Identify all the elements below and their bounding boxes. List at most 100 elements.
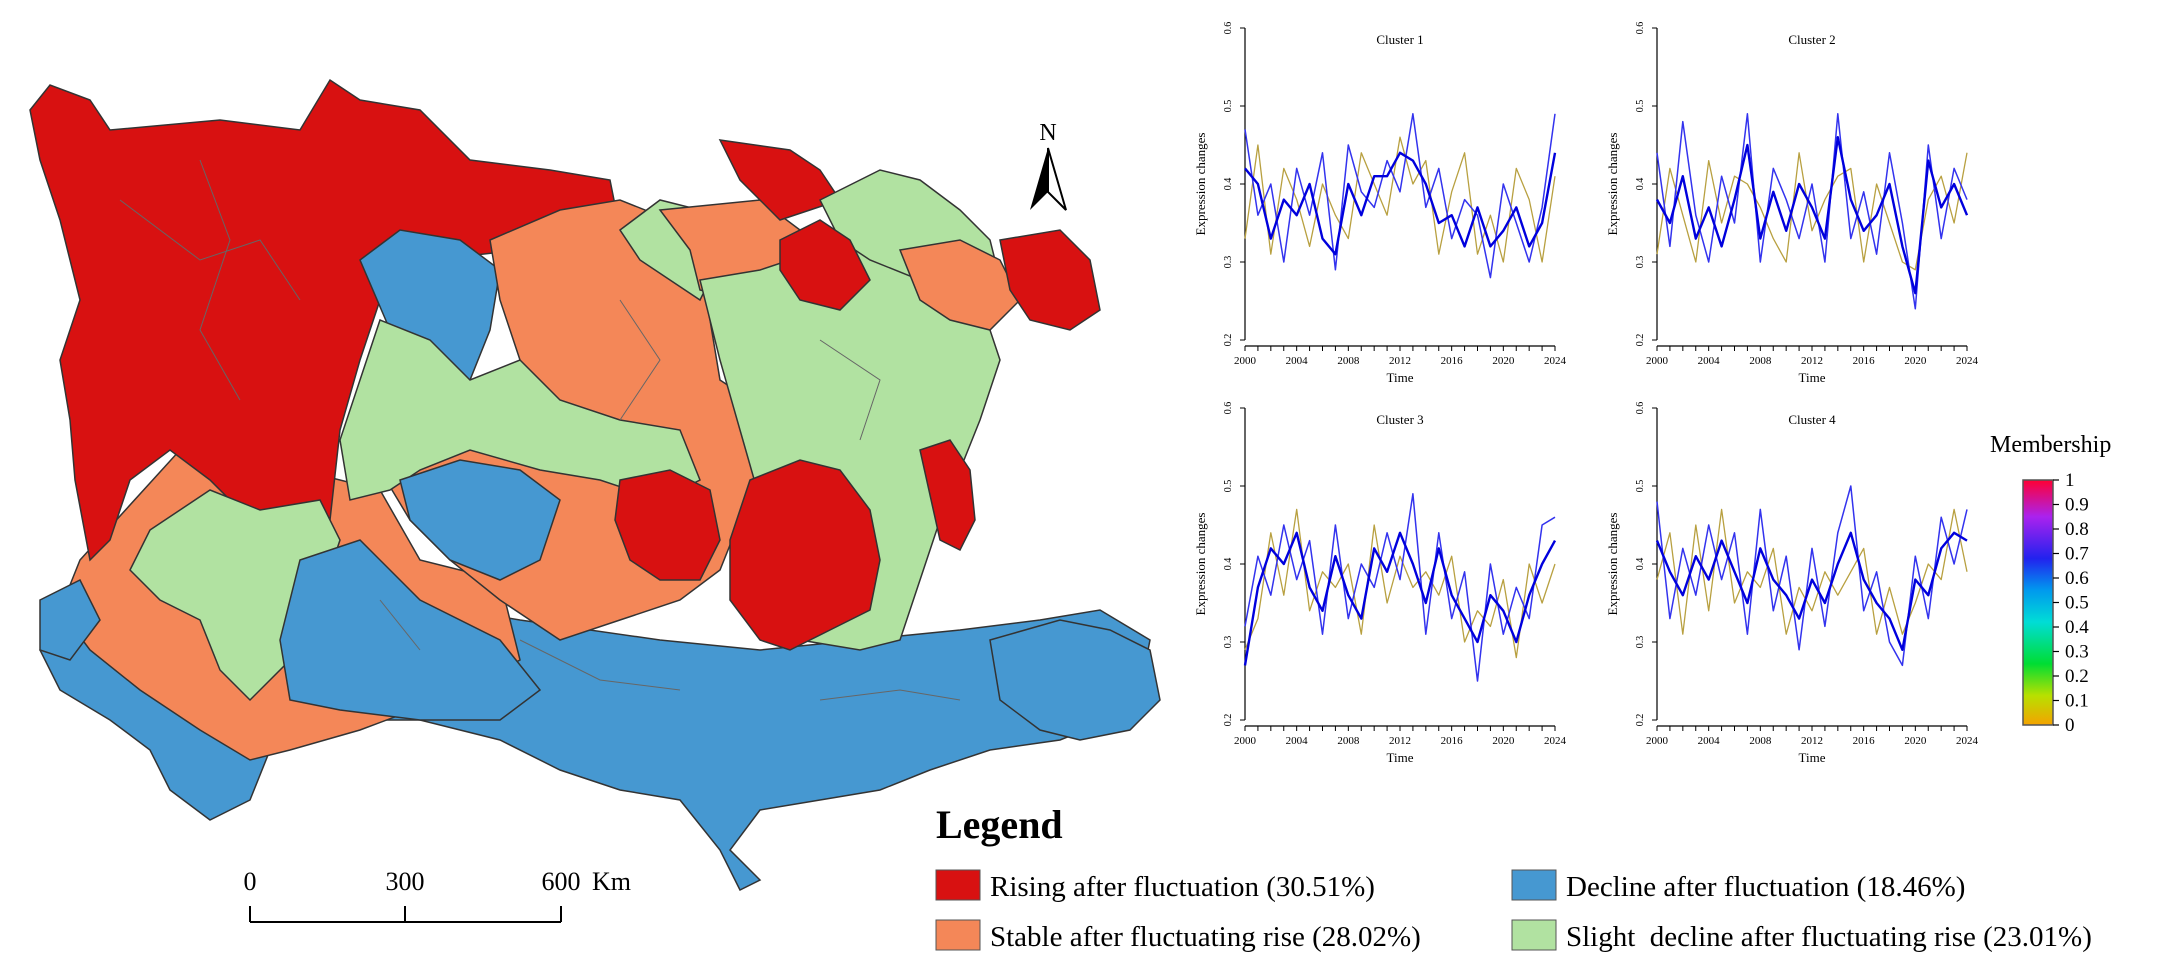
series-line-s1: [1244, 113, 1556, 279]
colorbar-tick-label: 0.2: [2065, 666, 2089, 687]
series-line-s2: [1244, 508, 1556, 659]
north-arrow: N: [1030, 120, 1067, 211]
y-axis-label: Expression changes: [1605, 513, 1620, 616]
legend-swatch-stable: [935, 919, 981, 951]
series-line-s2: [1656, 152, 1968, 271]
y-axis-label: Expression changes: [1193, 513, 1208, 616]
y-tick-label: 0.5: [1223, 100, 1234, 113]
y-tick-label: 0.3: [1223, 636, 1234, 649]
x-tick-label: 2000: [1646, 735, 1669, 747]
scale-label-600: 600: [542, 867, 581, 896]
x-tick-label: 2004: [1698, 735, 1721, 747]
x-tick-label: 2024: [1544, 355, 1567, 367]
x-tick-label: 2004: [1286, 355, 1309, 367]
cluster-3-panel: Cluster 3 Expression changes Time 0.2 0.3 0.4…: [1193, 402, 1567, 765]
y-tick-label: 0.6: [1223, 402, 1234, 415]
x-tick-label: 2016: [1441, 355, 1464, 367]
y-tick-label: 0.2: [1223, 714, 1234, 727]
cluster-1-panel: Cluster 1 Expression changes Time 0.2 0.3 0.4…: [1193, 22, 1567, 385]
map-internal-boundaries: [119, 159, 961, 701]
y-tick-label: 0.6: [1635, 402, 1646, 415]
legend-swatch-slight-decline: [1511, 919, 1557, 951]
legend-label-stable: Stable after fluctuating rise (28.02%): [990, 921, 1421, 953]
y-tick-label: 0.6: [1635, 22, 1646, 35]
x-tick-label: 2024: [1956, 355, 1979, 367]
series-line-s2: [1656, 508, 1968, 635]
colorbar-tick-label: 0.1: [2065, 691, 2089, 712]
x-tick-label: 2000: [1234, 735, 1257, 747]
x-tick-label: 2004: [1698, 355, 1721, 367]
x-tick-label: 2000: [1234, 355, 1257, 367]
panel-title: Cluster 1: [1376, 32, 1423, 47]
y-axis-label: Expression changes: [1605, 133, 1620, 236]
map-region-east-red: [999, 229, 1101, 331]
x-tick-label: 2016: [1441, 735, 1464, 747]
x-tick-label: 2008: [1749, 735, 1772, 747]
x-tick-label: 2008: [1749, 355, 1772, 367]
panel-title: Cluster 4: [1788, 412, 1836, 427]
y-tick-label: 0.4: [1223, 558, 1234, 571]
series-line-s1: [1656, 113, 1968, 310]
series-line-s1: [1244, 493, 1556, 682]
y-tick-label: 0.5: [1635, 100, 1646, 113]
colorbar-tick-label: 0.5: [2065, 593, 2089, 614]
colorbar-ticks: 1 0.9 0.8 0.7 0.6 0.5 0.4 0.3 0.2 0.1 0: [2053, 470, 2089, 736]
legend-title: Legend: [936, 802, 1063, 847]
y-tick-label: 0.2: [1223, 334, 1234, 347]
y-tick-label: 0.2: [1635, 714, 1646, 727]
legend-label-rising: Rising after fluctuation (30.51%): [990, 871, 1375, 903]
x-axis-label: Time: [1387, 750, 1414, 765]
map-region-east-edge-red: [919, 439, 976, 552]
x-axis-label: Time: [1799, 750, 1826, 765]
x-tick-label: 2012: [1389, 735, 1411, 747]
y-tick-label: 0.4: [1635, 178, 1646, 191]
north-label: N: [1039, 120, 1056, 146]
x-tick-label: 2012: [1801, 355, 1823, 367]
cluster-4-panel: Cluster 4 Expression changes Time 0.2 0.3 0.4…: [1605, 402, 1979, 765]
scale-unit: Km: [592, 867, 631, 896]
colorbar-tick-label: 0.4: [2065, 617, 2089, 638]
x-tick-label: 2024: [1544, 735, 1567, 747]
x-tick-label: 2012: [1801, 735, 1823, 747]
x-tick-label: 2000: [1646, 355, 1669, 367]
series-line-mean: [1655, 531, 1968, 651]
y-tick-label: 0.3: [1223, 256, 1234, 269]
map-region-mid-blue: [399, 459, 561, 581]
series-line-s1: [1656, 485, 1968, 667]
y-axis-label: Expression changes: [1193, 133, 1208, 236]
cluster-2-panel: Cluster 2 Expression changes Time 0.2 0.3 0.4…: [1605, 22, 1979, 385]
panel-title: Cluster 2: [1788, 32, 1835, 47]
colorbar-tick-label: 1: [2065, 470, 2075, 491]
colorbar-gradient: [2022, 479, 2054, 726]
y-tick-label: 0.3: [1635, 636, 1646, 649]
colorbar-tick-label: 0: [2065, 715, 2075, 736]
x-tick-label: 2012: [1389, 355, 1411, 367]
y-tick-label: 0.4: [1223, 178, 1234, 191]
map-region-north-east-orange: [898, 239, 1021, 331]
x-tick-label: 2008: [1337, 355, 1360, 367]
colorbar-tick-label: 0.8: [2065, 519, 2089, 540]
map-legend: Legend Rising after fluctuation (30.51%)…: [935, 802, 2092, 953]
series-line-mean: [1655, 135, 1969, 295]
colorbar-title: Membership: [1990, 432, 2111, 458]
y-tick-label: 0.3: [1635, 256, 1646, 269]
y-tick-label: 0.5: [1635, 480, 1646, 493]
colorbar-tick-label: 0.6: [2065, 568, 2089, 589]
legend-label-slight-decline: Slight decline after fluctuating rise (2…: [1566, 921, 2092, 953]
map-region-north-west: [29, 78, 621, 562]
colorbar-tick-label: 0.3: [2065, 642, 2089, 663]
membership-colorbar: Membership 1 0.9 0.8 0.7 0.6 0.5 0.4 0.3 0.2 0.1 0: [1990, 432, 2111, 736]
y-tick-label: 0.4: [1635, 558, 1646, 571]
map-region-west-blue: [39, 578, 101, 661]
colorbar-tick-label: 0.7: [2065, 544, 2089, 565]
colorbar-tick-label: 0.9: [2065, 495, 2089, 516]
scale-label-0: 0: [244, 867, 257, 896]
y-tick-label: 0.2: [1635, 334, 1646, 347]
x-tick-label: 2020: [1904, 735, 1927, 747]
x-tick-label: 2024: [1956, 735, 1979, 747]
choropleth-map: [29, 78, 1161, 892]
x-axis-label: Time: [1387, 370, 1414, 385]
x-tick-label: 2016: [1853, 735, 1876, 747]
